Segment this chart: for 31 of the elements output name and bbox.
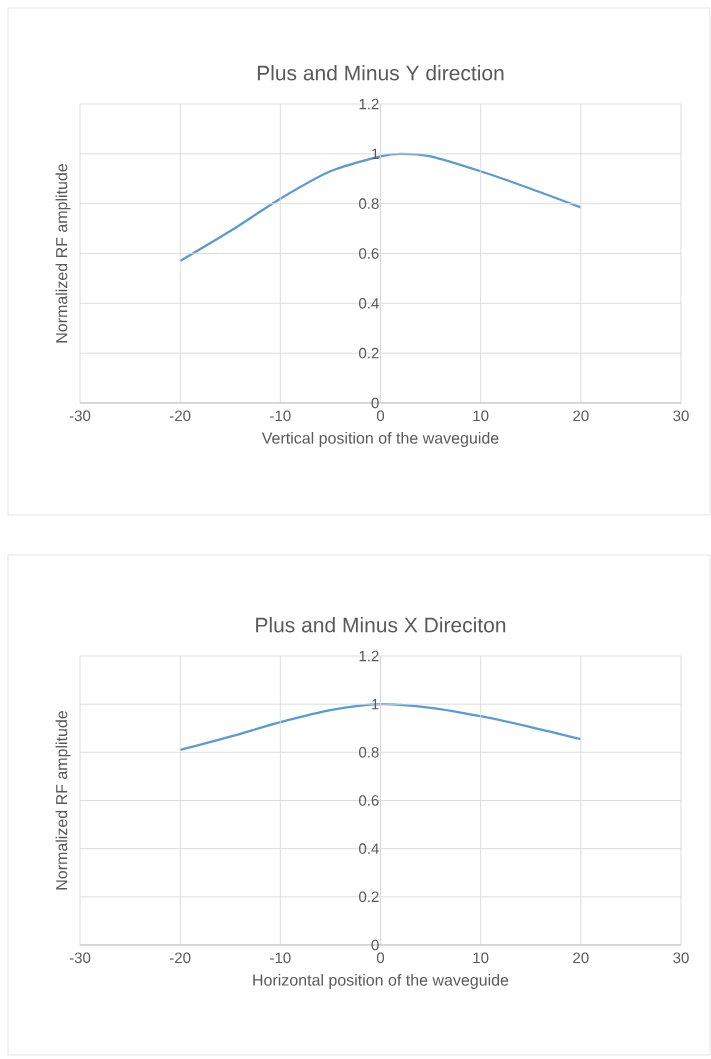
y-tick-label: 0.2	[359, 347, 379, 359]
x-tick-label: -30	[69, 410, 91, 422]
y-tick-label: 1.2	[359, 98, 379, 110]
x-tick-label: -20	[169, 952, 191, 964]
x-tick-label: 30	[673, 410, 689, 422]
x-tick-label: 20	[573, 952, 589, 964]
x-tick-label: 10	[473, 952, 489, 964]
chart-title: Plus and Minus Y direction	[257, 65, 504, 81]
x-tick-label: 30	[673, 952, 689, 964]
x-tick-label: 10	[473, 410, 489, 422]
y-tick-label: 0.4	[359, 298, 379, 309]
chart-title: Plus and Minus X Direciton	[256, 617, 506, 633]
x-axis-title: Vertical position of the waveguide	[261, 432, 499, 447]
y-tick-label: 0.6	[359, 795, 379, 806]
x-tick-label: -30	[69, 952, 91, 964]
x-axis-title: Horizontal position of the waveguide	[253, 974, 509, 989]
y-tick-label: 0.6	[359, 248, 379, 259]
y-tick-label: 0	[371, 939, 379, 951]
y-tick-label: 1.2	[359, 650, 379, 662]
x-tick-label: -10	[270, 410, 291, 422]
x-tick-label: 20	[573, 410, 589, 422]
y-tick-label: 0.4	[359, 843, 379, 854]
y-tick-label: 0.2	[359, 891, 379, 903]
y-tick-label: 0.8	[359, 198, 379, 209]
y-axis-title: Normalized RF amplitude	[55, 710, 71, 890]
x-tick-label: -10	[270, 952, 291, 964]
y-tick-label: 1	[372, 148, 379, 159]
y-axis-title: Normalized RF amplitude	[55, 164, 71, 343]
x-tick-label: -20	[169, 410, 191, 422]
y-tick-label: 0.8	[359, 747, 379, 758]
y-tick-label: 0	[371, 397, 379, 409]
